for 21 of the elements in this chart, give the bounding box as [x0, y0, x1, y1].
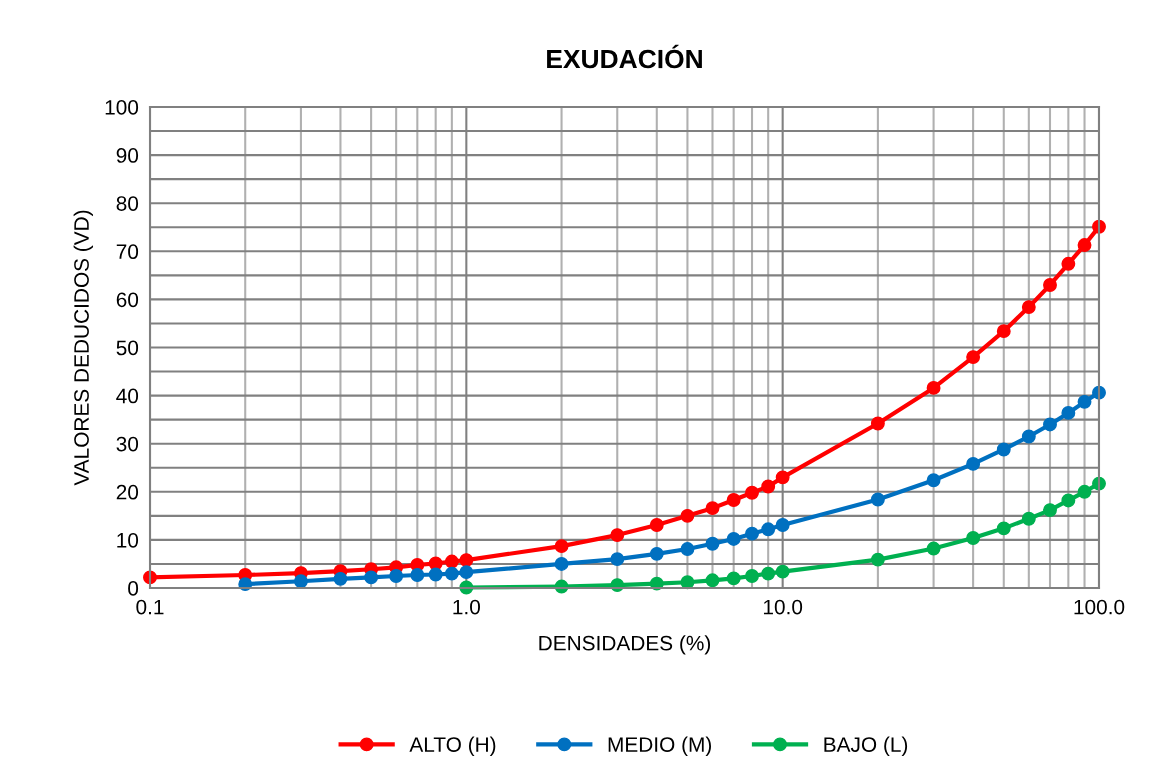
y-tick-label: 10 [117, 532, 139, 548]
x-tick-label: 10.0 [763, 599, 803, 615]
y-tick-label: 100 [105, 100, 139, 115]
y-tick-label: 40 [116, 388, 139, 404]
x-tick-label: 100.0 [1074, 599, 1125, 615]
y-tick-label: 70 [116, 244, 139, 260]
legend-label: ALTO (H) [409, 736, 496, 757]
chart-title: EXUDACIÓN [547, 44, 702, 69]
y-axis-title: VALORES DEDUCIDOS (VD) [73, 210, 94, 486]
y-tick-label: 60 [116, 292, 139, 308]
legend-label: MEDIO (M) [608, 736, 712, 757]
y-tick-label: 50 [116, 340, 139, 356]
x-axis-title: DENSIDADES (%) [539, 635, 711, 655]
y-tick-label: 0 [128, 581, 139, 596]
y-tick-label: 30 [116, 436, 139, 452]
y-tick-label: 80 [116, 196, 139, 211]
y-tick-label: 20 [116, 484, 139, 500]
x-tick-label: 1.0 [453, 599, 480, 615]
legend-label: BAJO (L) [824, 736, 908, 757]
x-tick-label: 0.1 [136, 599, 164, 615]
y-tick-label: 90 [116, 148, 139, 163]
